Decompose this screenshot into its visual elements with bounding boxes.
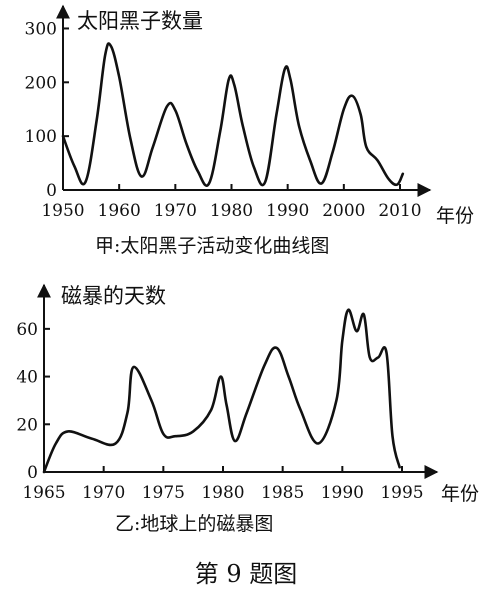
sunspot-y-tick-label: 100: [25, 127, 57, 147]
storm-x-tick-label: 1970: [82, 483, 125, 503]
storm-y-ticks: 0 20 40 60: [16, 320, 50, 483]
storm-chart-caption: 乙:地球上的磁暴图: [115, 513, 273, 535]
sunspot-x-tick-label: 2000: [322, 201, 365, 221]
storm-series-line: [42, 308, 401, 474]
storm-x-tick-label: 1990: [321, 483, 364, 503]
storm-y-tick-label: 40: [16, 368, 38, 388]
storm-x-tick-label: 1980: [201, 483, 244, 503]
sunspot-x-tick-label: 1970: [154, 201, 197, 221]
sunspot-series-line: [61, 42, 405, 187]
storm-y-tick-label: 0: [27, 463, 38, 483]
sunspot-y-tick-label: 0: [46, 181, 57, 201]
storm-y-tick-label: 20: [16, 415, 38, 435]
figure-label: 第 9 题图: [195, 560, 298, 588]
storm-x-tick-label: 1985: [261, 483, 304, 503]
storm-x-tick-label: 1965: [22, 483, 65, 503]
sunspot-x-tick-label: 1990: [266, 201, 309, 221]
storm-x-axis-label: 年份: [441, 483, 479, 505]
sunspot-x-ticks: 1950 1960 1970 1980 1990 2000 2010: [41, 184, 422, 221]
storm-x-tick-label: 1995: [380, 483, 423, 503]
storm-chart-title: 磁暴的天数: [61, 284, 166, 308]
magnetic-storm-chart: 磁暴的天数 年份 乙:地球上的磁暴图 1965 1970 1975 1980 1985 1…: [16, 283, 479, 535]
storm-x-tick-label: 1975: [142, 483, 185, 503]
sunspot-x-tick-label: 1950: [41, 201, 84, 221]
sunspot-chart: 太阳黑子数量 年份 甲:太阳黑子活动变化曲线图 1950 1960 1970 1980…: [25, 4, 474, 257]
sunspot-y-tick-label: 300: [25, 19, 57, 39]
storm-x-ticks: 1965 1970 1975 1980 1985 1990 1995: [22, 466, 424, 503]
sunspot-chart-caption: 甲:太阳黑子活动变化曲线图: [95, 235, 329, 257]
sunspot-chart-title: 太阳黑子数量: [77, 9, 203, 33]
sunspot-x-tick-label: 2010: [378, 201, 421, 221]
sunspot-x-tick-label: 1980: [210, 201, 253, 221]
sunspot-x-axis-label: 年份: [436, 205, 474, 227]
sunspot-y-tick-label: 200: [25, 73, 57, 93]
sunspot-y-ticks: 0 100 200 300: [25, 19, 69, 201]
sunspot-x-tick-label: 1960: [98, 201, 141, 221]
storm-y-tick-label: 60: [16, 320, 38, 340]
